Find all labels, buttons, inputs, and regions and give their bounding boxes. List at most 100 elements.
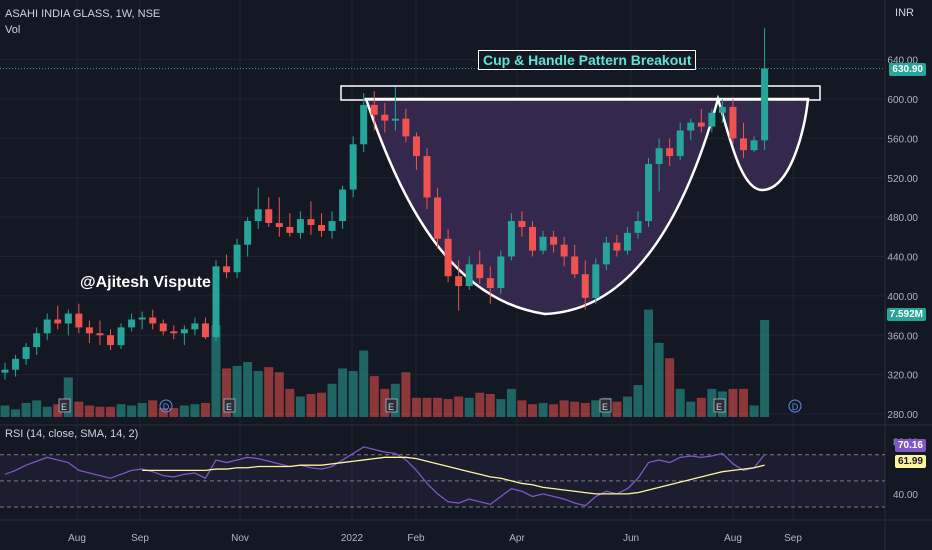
- volume-bar: [327, 383, 337, 417]
- candle-body: [634, 221, 642, 233]
- x-tick-label: Apr: [509, 533, 525, 544]
- volume-bar: [63, 377, 73, 417]
- candle-body: [391, 118, 399, 121]
- candle-body: [96, 333, 104, 336]
- candle-body: [602, 242, 610, 265]
- volume-bar: [158, 408, 168, 417]
- candle-body: [12, 358, 20, 370]
- volume-bar: [464, 397, 474, 417]
- dividend-marker-label: D: [163, 402, 170, 412]
- volume-bar: [285, 388, 295, 417]
- volume-bar: [359, 350, 369, 417]
- earnings-marker: [58, 398, 71, 413]
- candle-body: [212, 266, 220, 338]
- dividend-marker-label: D: [792, 402, 799, 412]
- volume-bar: [570, 401, 580, 417]
- candle-body: [550, 236, 558, 245]
- rsi-sma-line: [142, 456, 765, 495]
- volume-bar: [116, 404, 126, 417]
- candle-body: [43, 319, 51, 334]
- volume-bar: [633, 385, 643, 417]
- volume-bar: [211, 325, 221, 417]
- volume-bar: [11, 409, 21, 417]
- rsi-label: RSI (14, close, SMA, 14, 2): [5, 428, 139, 440]
- candle-body: [339, 189, 347, 222]
- candle-body: [349, 144, 357, 190]
- currency-label: INR: [895, 7, 914, 19]
- candle-body: [75, 313, 83, 328]
- candle-body: [761, 68, 769, 141]
- candle-body: [434, 197, 442, 239]
- candle-body: [85, 327, 93, 334]
- candle-body: [381, 114, 389, 121]
- volume-bar: [148, 400, 158, 417]
- x-tick-label: Aug: [724, 533, 742, 544]
- candle-body: [64, 313, 72, 324]
- candle-body: [465, 264, 473, 287]
- earnings-marker: [599, 398, 612, 413]
- earnings-marker: [385, 398, 398, 413]
- volume-bar: [200, 402, 210, 417]
- x-tick-label: Sep: [131, 533, 149, 544]
- candle-body: [191, 323, 199, 330]
- candle-body: [318, 225, 325, 231]
- volume-bar: [433, 397, 443, 417]
- volume-bar: [591, 400, 601, 417]
- dividend-marker: [159, 399, 173, 413]
- volume-bar: [42, 406, 52, 417]
- earnings-marker: [713, 398, 726, 413]
- candle-body: [402, 118, 410, 137]
- volume-bar: [380, 388, 390, 417]
- volume-bar: [21, 402, 31, 417]
- candle-body: [180, 329, 188, 334]
- candle-body: [455, 276, 463, 287]
- resistance-box: [340, 85, 821, 101]
- symbol-title: ASAHI INDIA GLASS, 1W, NSE: [5, 8, 161, 20]
- candle-body: [296, 219, 304, 233]
- candle-body: [149, 317, 157, 324]
- earnings-marker-label: E: [61, 402, 67, 412]
- y-tick-label: 440.00: [887, 253, 918, 264]
- candle-body: [444, 238, 452, 277]
- volume-bar: [348, 371, 358, 417]
- candle-body: [518, 221, 526, 227]
- candle-body: [107, 335, 114, 346]
- volume-bar: [506, 388, 516, 417]
- y-tick-label: 520.00: [887, 174, 918, 185]
- volume-bar: [295, 396, 305, 417]
- earnings-marker-label: E: [716, 402, 722, 412]
- volume-bar: [760, 319, 770, 417]
- candle-body: [560, 244, 568, 257]
- candle-body: [1, 369, 9, 373]
- volume-bar: [728, 388, 738, 417]
- volume-bar: [243, 362, 253, 417]
- volume-bar: [675, 388, 685, 417]
- candle-body: [571, 256, 579, 275]
- candle-body: [687, 122, 695, 131]
- volume-bar: [644, 309, 654, 417]
- candle-body: [275, 223, 283, 227]
- x-tick-label: Sep: [784, 533, 802, 544]
- volume-bar: [517, 400, 527, 417]
- x-tick-label: Nov: [231, 533, 249, 544]
- volume-bar: [95, 406, 105, 417]
- candle-body: [676, 130, 684, 157]
- candle-body: [529, 226, 536, 251]
- y-tick-label: 320.00: [887, 371, 918, 382]
- candle-body: [265, 209, 273, 224]
- volume-bar: [74, 401, 84, 417]
- x-tick-label: Jun: [623, 533, 639, 544]
- candle-body: [138, 317, 146, 320]
- rsi-line: [4, 446, 766, 507]
- volume-bar: [559, 400, 569, 417]
- volume-bar: [707, 388, 717, 417]
- candle-body: [286, 226, 294, 233]
- volume-bar: [179, 405, 189, 417]
- candle-body: [708, 112, 716, 127]
- x-tick-label: 2022: [341, 533, 364, 544]
- volume-bar: [580, 402, 590, 417]
- rsi-sma-badge: 61.99: [894, 455, 926, 468]
- candle-body: [244, 221, 252, 245]
- candle-body: [423, 156, 431, 198]
